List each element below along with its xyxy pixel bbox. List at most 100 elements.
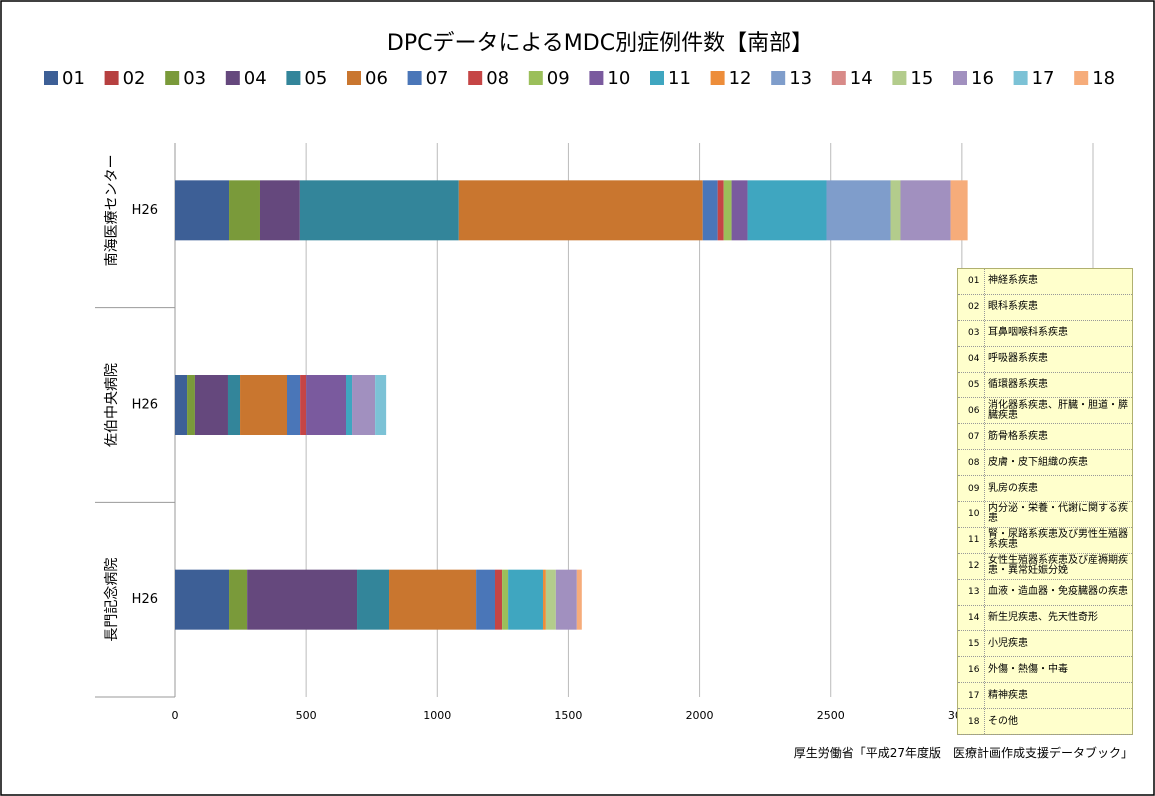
legend-swatch <box>528 71 543 85</box>
x-tick-label: 500 <box>296 709 317 722</box>
legend-label: 05 <box>304 68 327 89</box>
bar-segment <box>476 569 495 630</box>
bar-segment <box>227 375 241 435</box>
bar-segment <box>247 569 358 630</box>
note-label: 消化器系疾患、肝臓・胆道・膵臓疾患 <box>988 399 1128 421</box>
legend-label: 03 <box>183 68 206 89</box>
legend-label: 07 <box>426 68 449 89</box>
bar-segment <box>175 569 230 630</box>
note-row: 09 乳房の疾患 <box>958 476 1132 503</box>
bar-segment <box>702 180 718 241</box>
bar-segment <box>717 180 724 241</box>
legend-label: 14 <box>850 68 873 89</box>
legend-label: 08 <box>486 68 509 89</box>
note-label: 腎・尿路系疾患及び男性生殖器系疾患 <box>988 529 1128 551</box>
bar-segment <box>300 375 307 435</box>
legend-label: 01 <box>62 68 85 89</box>
legend-swatch <box>831 71 846 85</box>
note-label: その他 <box>988 715 1018 727</box>
note-row: 10 内分泌・栄養・代謝に関する疾患 <box>958 502 1132 528</box>
note-code: 01 <box>958 269 985 294</box>
bar-segment <box>555 569 577 630</box>
bar-segment <box>458 180 703 241</box>
note-code: 06 <box>958 398 985 424</box>
bar-segment <box>357 569 390 630</box>
note-label: 筋骨格系疾患 <box>988 430 1048 442</box>
note-row: 06 消化器系疾患、肝臓・胆道・膵臓疾患 <box>958 398 1132 425</box>
note-label: 乳房の疾患 <box>988 482 1038 494</box>
note-label: 皮膚・皮下組織の疾患 <box>988 456 1088 468</box>
note-code: 17 <box>958 683 985 709</box>
x-tick-label: 1500 <box>554 709 582 722</box>
legend-swatch <box>1074 71 1089 85</box>
note-label: 女性生殖器系疾患及び産褥期疾患・異常妊娠分娩 <box>988 555 1128 577</box>
bar-segment <box>286 375 301 435</box>
note-row: 08 皮膚・皮下組織の疾患 <box>958 450 1132 477</box>
note-code: 14 <box>958 605 985 631</box>
x-tick-label: 0 <box>172 709 179 722</box>
note-row: 18 その他 <box>958 709 1132 736</box>
x-tick-label: 2500 <box>817 709 845 722</box>
note-code: 04 <box>958 346 985 372</box>
source: 厚生労働省「平成27年度版 医療計画作成支援データブック」 <box>793 746 1133 760</box>
bar-segment <box>723 180 732 241</box>
legend-swatch <box>104 71 119 85</box>
y-tick-label: H26 <box>132 398 158 413</box>
note-label: 眼科系疾患 <box>988 301 1038 313</box>
note-row: 03 耳鼻咽喉科系疾患 <box>958 320 1132 347</box>
note-label: 耳鼻咽喉科系疾患 <box>988 327 1068 339</box>
bar-segment <box>389 569 477 630</box>
note-label: 精神疾患 <box>988 689 1028 701</box>
bar-segment <box>240 375 287 435</box>
bar-segment <box>229 180 260 241</box>
legend-swatch <box>650 71 664 85</box>
note-code: 09 <box>958 476 985 502</box>
bar-segment <box>494 569 503 630</box>
legend-swatch <box>165 71 180 85</box>
note-code: 16 <box>958 657 985 683</box>
legend-swatch <box>468 71 483 85</box>
note-code: 10 <box>958 502 985 527</box>
note-row: 14 新生児疾患、先天性奇形 <box>958 605 1132 632</box>
bar-segment <box>346 375 353 435</box>
bar-segment <box>950 180 968 241</box>
y-tick-label: H26 <box>132 203 158 218</box>
bar-segment <box>826 180 891 241</box>
bar-segment <box>259 180 300 241</box>
bar-segment <box>747 180 827 241</box>
note-code: 03 <box>958 320 985 346</box>
note-row: 16 外傷・熱傷・中毒 <box>958 657 1132 684</box>
legend-label: 17 <box>1032 68 1055 89</box>
legend-label: 04 <box>244 68 267 89</box>
legend-swatch <box>771 71 786 85</box>
legend-swatch <box>710 71 725 85</box>
legend-swatch <box>286 71 301 85</box>
note-label: 呼吸器系疾患 <box>988 353 1048 365</box>
legend-label: 11 <box>668 68 691 89</box>
bar-segment <box>194 375 228 435</box>
note-row: 13 血液・造血器・免疫臓器の疾患 <box>958 579 1132 606</box>
legend-label: 10 <box>607 68 630 89</box>
legend-label: 13 <box>789 68 812 89</box>
y-tick-label: H26 <box>132 592 158 607</box>
note-code: 15 <box>958 631 985 657</box>
legend-swatch <box>589 71 604 85</box>
group-label: 南海医療センター <box>103 154 120 266</box>
legend-label: 09 <box>547 68 570 89</box>
legend-swatch <box>225 71 240 85</box>
note-row: 04 呼吸器系疾患 <box>958 346 1132 373</box>
note-code: 11 <box>958 527 985 553</box>
bar-segment <box>508 569 543 630</box>
bar-segment <box>187 375 195 435</box>
legend-label: 16 <box>971 68 994 89</box>
bar-segment <box>900 180 951 241</box>
legend-label: 12 <box>729 68 752 89</box>
legend-swatch <box>347 71 361 85</box>
bar-segment <box>229 569 248 630</box>
note-label: 新生児疾患、先天性奇形 <box>988 612 1098 624</box>
bar-segment <box>175 375 188 435</box>
legend-swatch <box>953 71 967 85</box>
bar-segment <box>175 180 230 241</box>
note-row: 15 小児疾患 <box>958 631 1132 658</box>
